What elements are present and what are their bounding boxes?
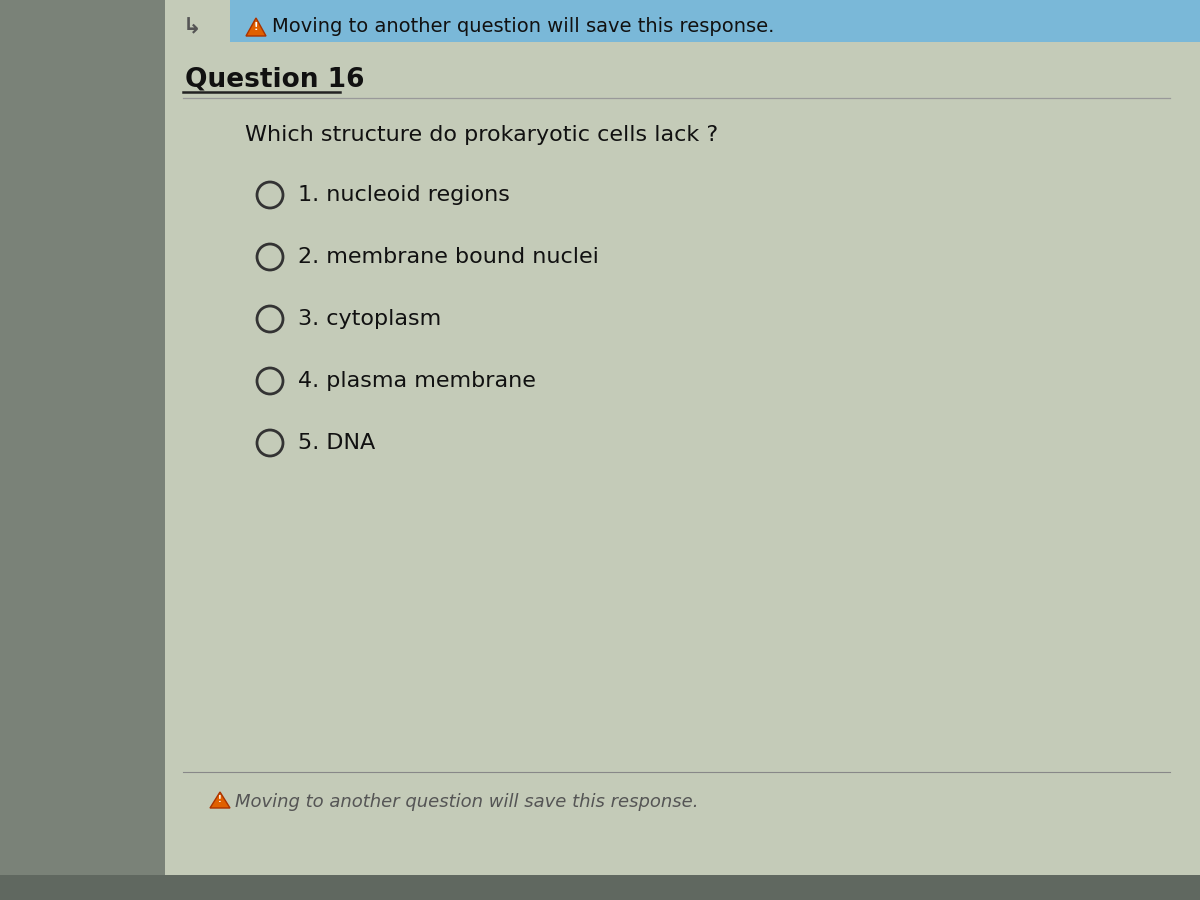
Text: 2. membrane bound nuclei: 2. membrane bound nuclei: [298, 247, 599, 267]
Text: ↳: ↳: [182, 17, 202, 37]
Text: !: !: [218, 795, 222, 804]
FancyBboxPatch shape: [0, 875, 1200, 900]
Text: 5. DNA: 5. DNA: [298, 433, 376, 453]
Polygon shape: [210, 792, 230, 808]
Polygon shape: [246, 18, 266, 36]
Text: Which structure do prokaryotic cells lack ?: Which structure do prokaryotic cells lac…: [245, 125, 718, 145]
FancyBboxPatch shape: [230, 0, 1200, 42]
Text: Moving to another question will save this response.: Moving to another question will save thi…: [235, 793, 698, 811]
Text: 1. nucleoid regions: 1. nucleoid regions: [298, 185, 510, 205]
Text: 4. plasma membrane: 4. plasma membrane: [298, 371, 536, 391]
Text: Moving to another question will save this response.: Moving to another question will save thi…: [272, 17, 774, 37]
FancyBboxPatch shape: [166, 0, 1200, 875]
FancyBboxPatch shape: [0, 0, 166, 900]
Text: 3. cytoplasm: 3. cytoplasm: [298, 309, 442, 329]
Text: !: !: [253, 22, 258, 32]
Text: Question 16: Question 16: [185, 67, 365, 93]
